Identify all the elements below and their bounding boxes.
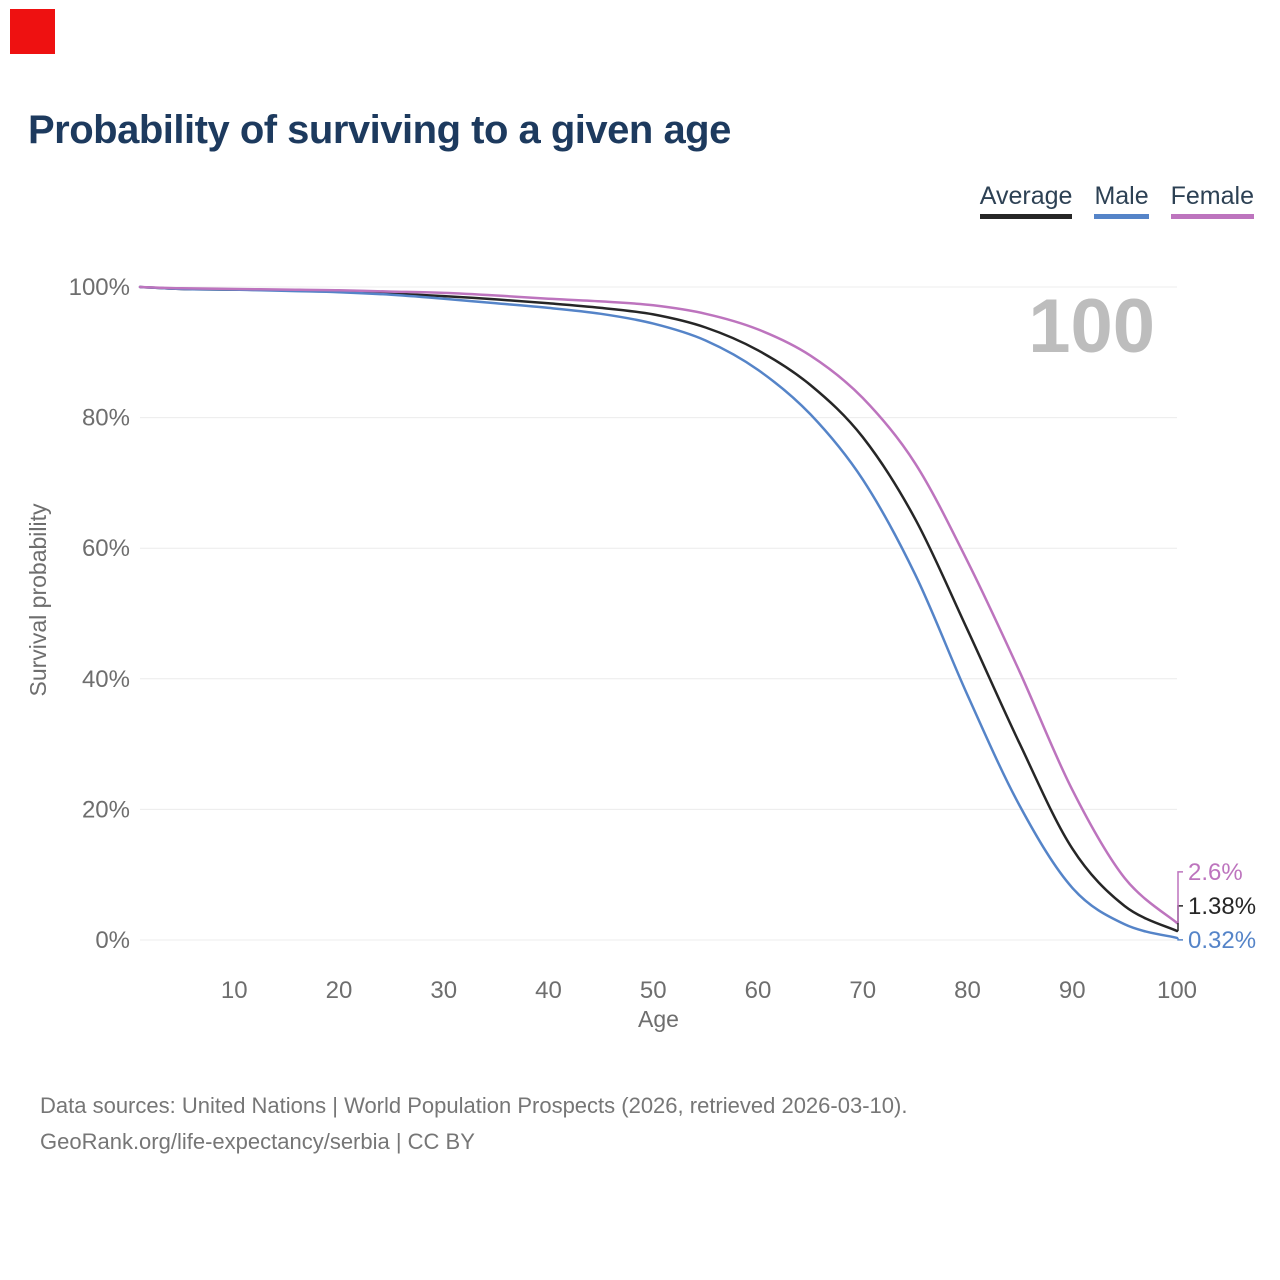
x-tick-label: 80 [954,977,981,1004]
x-tick-label: 90 [1059,977,1086,1004]
data-source-line2: GeoRank.org/life-expectancy/serbia | CC … [40,1129,475,1154]
data-source-line1: Data sources: United Nations | World Pop… [40,1093,908,1118]
y-tick-label: 100% [69,274,130,301]
legend-label-average: Average [979,182,1073,210]
legend-label-male: Male [1094,182,1149,210]
y-tick-label: 20% [82,796,130,823]
data-source-note: Data sources: United Nations | World Pop… [40,1088,907,1160]
end-label-leader-male [1177,937,1183,941]
y-tick-label: 60% [82,535,130,562]
series-line-male [138,285,1179,940]
legend-item-male[interactable]: Male [1094,182,1149,219]
legend-item-average[interactable]: Average [979,182,1073,219]
x-tick-label: 20 [326,977,353,1004]
legend-label-female: Female [1170,182,1254,210]
end-label-female: 2.6% [1188,859,1243,886]
end-label-average: 1.38% [1188,893,1256,920]
red-square-marker [10,9,55,54]
y-tick-label: 80% [82,405,130,432]
x-tick-label: 60 [745,977,772,1004]
x-tick-label: 10 [221,977,248,1004]
x-tick-label: 40 [535,977,562,1004]
x-tick-label: 50 [640,977,667,1004]
chart-legend: Average Male Female [979,182,1254,219]
series-line-female [138,285,1179,925]
y-tick-label: 40% [82,666,130,693]
end-label-male: 0.32% [1188,927,1256,954]
x-tick-label: 100 [1157,977,1197,1004]
y-tick-label: 0% [95,927,130,954]
x-tick-label: 70 [849,977,876,1004]
age-watermark: 100 [1028,284,1155,369]
x-axis-title: Age [638,1006,679,1032]
page-title: Probability of surviving to a given age [28,108,731,152]
series-line-average [138,285,1179,933]
y-axis-title: Survival probability [25,503,51,697]
end-label-leader-female [1177,871,1183,923]
x-tick-label: 30 [430,977,457,1004]
legend-item-female[interactable]: Female [1170,182,1254,219]
